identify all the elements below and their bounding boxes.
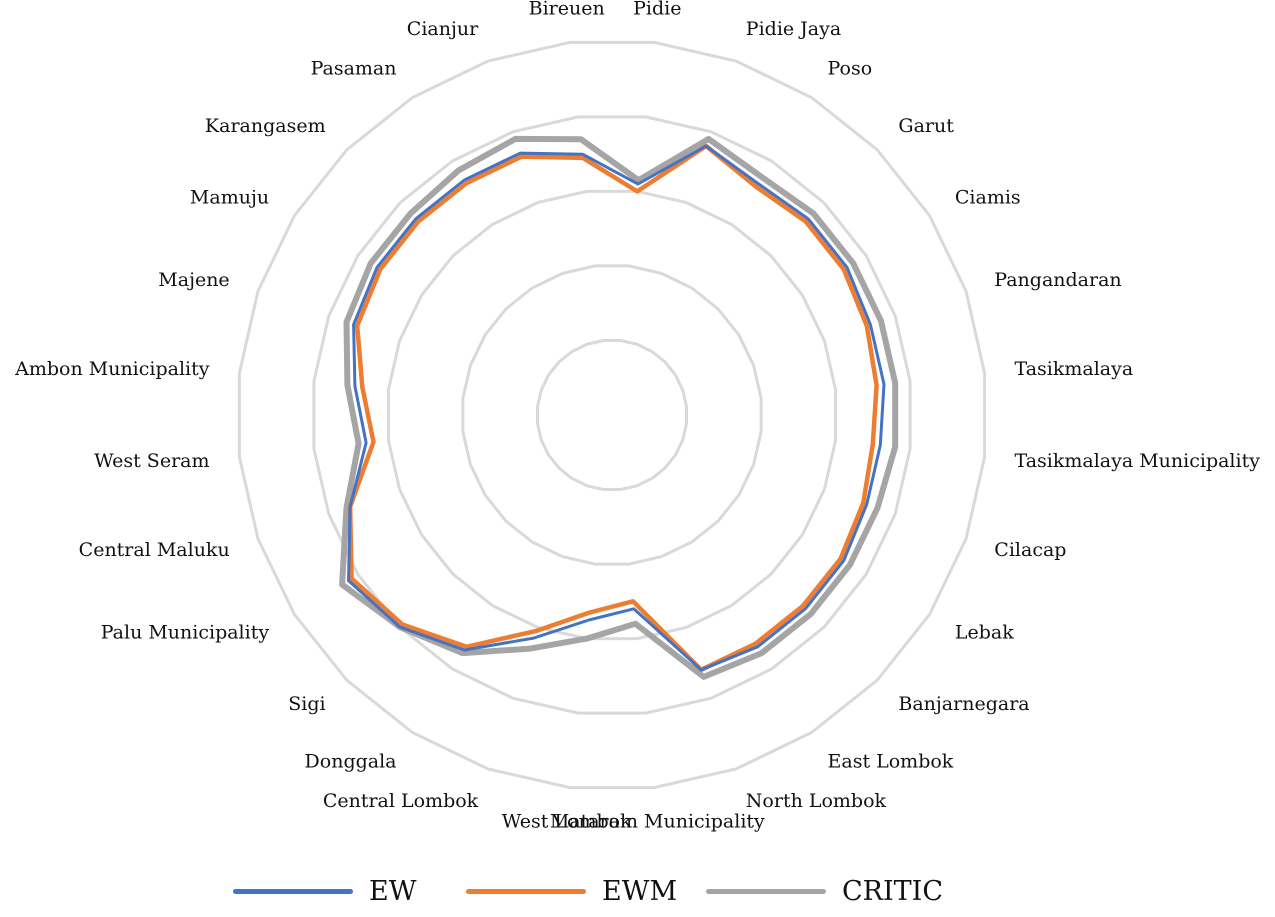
category-label-pidie: Pidie xyxy=(633,0,681,20)
category-label-west-seram: West Seram xyxy=(94,450,209,472)
category-label-donggala: Donggala xyxy=(305,750,397,772)
category-label-mamuju: Mamuju xyxy=(190,186,269,208)
category-label-ambon-municipality: Ambon Municipality xyxy=(14,358,210,380)
category-label-pasaman: Pasaman xyxy=(311,58,397,80)
category-label-sigi: Sigi xyxy=(288,693,325,715)
category-label-garut: Garut xyxy=(898,115,954,137)
grid-ring-2 xyxy=(461,264,763,566)
category-label-central-maluku: Central Maluku xyxy=(79,539,230,561)
series-line-critic xyxy=(339,135,899,680)
category-label-majene: Majene xyxy=(158,269,229,291)
category-labels: Pidie Pidie Jaya Poso Garut Ciamis Pangandara… xyxy=(14,0,1260,832)
radar-series-layer xyxy=(339,135,899,680)
category-label-karangasem: Karangasem xyxy=(205,115,326,137)
category-label-tasikmalaya-municipality: Tasikmalaya Municipality xyxy=(1015,450,1261,472)
grid-ring-4 xyxy=(312,115,912,715)
category-label-ciamis: Ciamis xyxy=(955,186,1021,208)
category-label-tasikmalaya: Tasikmalaya xyxy=(1015,358,1134,380)
category-label-banjarnegara: Banjarnegara xyxy=(898,693,1029,715)
series-line-ewm xyxy=(347,143,879,673)
legend-swatch-ew xyxy=(233,888,353,894)
grid-ring-5 xyxy=(237,40,987,790)
category-label-central-lombok: Central Lombok xyxy=(323,790,479,812)
legend-label-ewm: EWM xyxy=(602,875,678,907)
legend-swatch-critic xyxy=(706,888,826,894)
category-label-lebak: Lebak xyxy=(955,622,1014,644)
category-label-pidie-jaya: Pidie Jaya xyxy=(746,18,841,40)
category-label-poso: Poso xyxy=(828,58,873,80)
category-label-bireuen: Bireuen xyxy=(529,0,605,20)
legend-item-critic: CRITIC xyxy=(706,868,943,914)
legend-swatch-ewm xyxy=(466,888,586,894)
category-label-cianjur: Cianjur xyxy=(407,18,479,40)
category-label-north-lombok: North Lombok xyxy=(746,790,887,812)
legend-label-ew: EW xyxy=(369,875,417,907)
grid-ring-1 xyxy=(536,339,688,491)
category-label-mataram-municipality: Mataram Municipality xyxy=(550,810,765,832)
grid-ring-3 xyxy=(386,189,838,641)
category-label-palu-municipality: Palu Municipality xyxy=(101,622,270,644)
legend-item-ewm: EWM xyxy=(466,868,677,914)
category-label-pangandaran: Pangandaran xyxy=(994,269,1121,291)
category-label-west-lombok: West Lombok xyxy=(502,810,632,832)
category-label-east-lombok: East Lombok xyxy=(828,750,954,772)
legend-item-ew: EW xyxy=(233,868,416,914)
legend: EW EWM CRITIC xyxy=(0,868,1275,914)
series-line-ew xyxy=(347,144,886,672)
legend-label-critic: CRITIC xyxy=(842,875,943,907)
category-label-cilacap: Cilacap xyxy=(994,539,1066,561)
